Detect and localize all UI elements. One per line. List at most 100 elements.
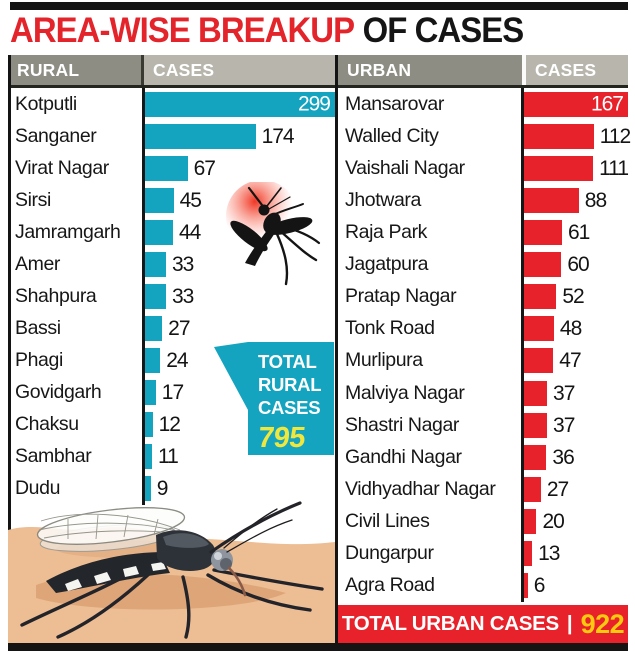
area-name: Malviya Nagar	[345, 381, 465, 404]
rural-row: Sambhar 11	[8, 440, 335, 473]
cases-value: 60	[567, 253, 589, 277]
urban-bar	[524, 380, 548, 406]
cases-value: 6	[533, 574, 546, 598]
cases-value: 13	[538, 542, 560, 566]
rural-row: Shahpura 33	[8, 280, 335, 313]
area-name: Tonk Road	[345, 317, 435, 340]
rural-bar-cell: 24	[142, 344, 335, 377]
area-name: Bassi	[15, 316, 61, 339]
rural-bar-cell: 299	[142, 88, 335, 121]
area-name: Dudu	[15, 477, 61, 500]
rural-bar	[145, 123, 256, 149]
cases-value: 37	[553, 413, 575, 437]
rural-bar	[145, 315, 163, 341]
urban-row: Vaishali Nagar 111	[338, 152, 629, 185]
cases-value: 24	[166, 349, 188, 373]
urban-cases-column-header: CASES	[522, 55, 628, 85]
rural-total-label-line3: CASES	[258, 397, 321, 418]
section-divider-line	[335, 55, 338, 643]
urban-column-header: URBAN	[338, 55, 522, 85]
urban-row: Jagatpura 60	[338, 248, 628, 281]
rural-row: Amer 33	[8, 248, 335, 281]
rural-row: Jamramgarh 44	[8, 216, 335, 249]
left-frame-line	[8, 55, 11, 643]
cases-value: 61	[567, 220, 590, 244]
urban-bar-cell: 167	[521, 88, 628, 121]
cases-value: 12	[158, 413, 181, 437]
rural-total-label-line1: TOTAL	[258, 351, 317, 372]
urban-bar-cell: 37	[521, 409, 628, 442]
rural-total-callout: TOTAL RURAL CASES 795	[248, 342, 334, 455]
urban-table: URBAN CASES Mansarovar 167 Walled City 112 V…	[338, 55, 631, 602]
urban-row: Jhotwara 88	[338, 184, 628, 217]
urban-row: Malviya Nagar 37	[338, 376, 628, 410]
rural-row: Sanganer 174	[8, 120, 335, 153]
urban-bar	[524, 412, 548, 438]
bottom-rule	[8, 643, 628, 651]
urban-bar	[524, 123, 594, 149]
rural-total-label-line2: RURAL	[258, 374, 322, 395]
area-name: Jhotwara	[345, 188, 421, 211]
area-name: Raja Park	[345, 220, 428, 243]
urban-table-header: URBAN CASES	[338, 55, 628, 88]
urban-row: Shastri Nagar 37	[338, 409, 628, 442]
rural-row: Chaksu 12	[8, 408, 335, 441]
urban-row: Civil Lines 20	[338, 505, 628, 538]
urban-bar	[524, 316, 554, 342]
rural-total-callout-tail	[214, 342, 248, 410]
page-title: AREA-WISE BREAKUP OF CASES	[10, 11, 525, 51]
rural-bar	[145, 283, 166, 309]
rural-row: Phagi 24	[8, 344, 335, 377]
rural-bar-cell: 11	[142, 440, 335, 473]
cases-value: 37	[553, 381, 575, 405]
rural-bar-cell: 33	[142, 280, 335, 313]
page-title-highlight: AREA-WISE BREAKUP	[10, 11, 355, 50]
area-name: Chaksu	[15, 413, 79, 436]
cases-value: 167	[590, 92, 624, 116]
area-name: Jamramgarh	[15, 220, 121, 243]
urban-bar-cell: 47	[521, 344, 628, 377]
page-title-rest: OF CASES	[362, 11, 525, 50]
urban-bar	[524, 508, 537, 534]
cases-value: 36	[552, 445, 574, 469]
urban-bar	[524, 284, 557, 310]
area-name: Shahpura	[15, 284, 97, 307]
area-name: Vaishali Nagar	[345, 156, 465, 179]
top-rule	[10, 2, 628, 10]
cases-value: 27	[546, 477, 569, 501]
rural-bar-cell: 67	[142, 152, 335, 185]
urban-bar-cell: 20	[521, 505, 628, 538]
urban-total-banner: TOTAL URBAN CASES | 922	[338, 605, 628, 643]
rural-bar	[145, 219, 173, 245]
urban-bar	[524, 476, 541, 502]
cases-value: 20	[542, 509, 564, 533]
cases-value: 27	[168, 316, 190, 340]
urban-bar-cell: 6	[521, 569, 628, 602]
cases-value: 47	[559, 349, 581, 373]
area-name: Jagatpura	[345, 253, 429, 276]
mosquito-illustration	[8, 501, 335, 643]
urban-bar-cell: 61	[521, 216, 628, 249]
urban-total-separator: |	[566, 612, 573, 635]
urban-bar-cell: 27	[521, 473, 628, 506]
rural-bar	[145, 155, 188, 181]
area-name: Sambhar	[15, 445, 92, 468]
urban-total-label: TOTAL URBAN CASES	[341, 612, 559, 635]
urban-row: Murlipura 47	[338, 344, 628, 377]
urban-bar-cell: 37	[521, 376, 628, 410]
rural-bar	[145, 412, 153, 438]
urban-row: Mansarovar 167	[338, 88, 628, 121]
urban-bar	[524, 348, 554, 374]
urban-bar-cell: 88	[521, 184, 628, 217]
urban-bar	[524, 573, 528, 599]
cases-value: 33	[171, 252, 194, 276]
urban-bar	[524, 444, 547, 470]
area-name: Gandhi Nagar	[345, 445, 462, 468]
area-name: Murlipura	[345, 349, 423, 372]
rural-bar	[145, 251, 166, 277]
urban-bar-cell: 13	[521, 537, 628, 570]
rural-table: RURAL CASES Kotputli 299 Sanganer 174 Virat …	[8, 55, 335, 505]
area-name: Sirsi	[15, 188, 51, 211]
cases-value: 44	[178, 220, 201, 244]
urban-row: Vidhyadhar Nagar 27	[338, 473, 628, 506]
